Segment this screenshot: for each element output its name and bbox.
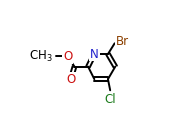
Text: N: N: [90, 47, 99, 61]
Text: Cl: Cl: [105, 93, 116, 106]
Text: CH$_3$: CH$_3$: [29, 49, 52, 64]
Text: O: O: [66, 73, 75, 86]
Text: O: O: [63, 50, 72, 63]
Text: Br: Br: [116, 35, 129, 48]
